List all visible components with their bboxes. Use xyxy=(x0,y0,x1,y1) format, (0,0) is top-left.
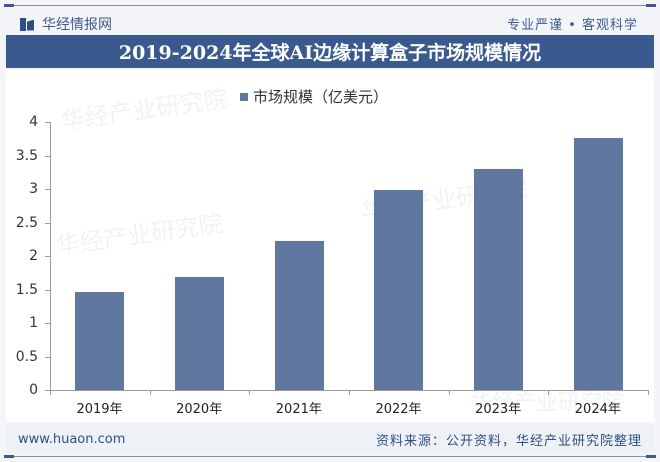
bar-2024年 xyxy=(573,138,623,390)
y-tick-label: 0.5 xyxy=(15,348,38,365)
x-tick-label: 2020年 xyxy=(176,402,223,417)
x-tick-label: 2022年 xyxy=(375,402,422,417)
legend-label: 市场规模（亿美元） xyxy=(253,88,389,106)
bottom-right-mark xyxy=(646,455,656,458)
bar-2022年 xyxy=(374,190,424,390)
x-tick xyxy=(349,390,350,395)
footer-source: 资料来源：公开资料，华经产业研究院整理 xyxy=(375,433,642,449)
bar-2023年 xyxy=(474,168,523,390)
footer-url[interactable]: www.huaon.com xyxy=(18,431,126,447)
brand-logo-icon xyxy=(20,17,34,31)
bar-2019年 xyxy=(75,291,125,390)
x-tick-label: 2021年 xyxy=(275,402,322,417)
bottom-rule xyxy=(6,456,654,457)
bar-2021年 xyxy=(274,240,324,390)
y-tick xyxy=(45,122,50,123)
chart-title: 2019-2024年全球AI边缘计算盒子市场规模情况 xyxy=(118,42,542,64)
x-tick xyxy=(448,390,450,395)
chart-title-bar: 2019-2024年全球AI边缘计算盒子市场规模情况 xyxy=(6,35,654,68)
y-tick-label: 1.5 xyxy=(15,281,38,298)
bar-2020年 xyxy=(175,277,224,390)
y-tick-label: 4 xyxy=(29,114,38,130)
y-tick-label: 2.5 xyxy=(15,214,38,231)
x-tick xyxy=(648,390,649,395)
x-tick xyxy=(149,390,151,395)
y-axis xyxy=(50,122,51,391)
y-tick xyxy=(45,323,50,324)
chart-legend: 市场规模（亿美元） xyxy=(240,86,388,107)
brand-name: 华经情报网 xyxy=(42,17,112,33)
y-tick xyxy=(45,289,50,291)
x-tick-label: 2024年 xyxy=(574,402,621,417)
y-tick-label: 0 xyxy=(29,382,38,398)
top-left-mark xyxy=(4,4,14,7)
top-right-mark xyxy=(646,4,656,7)
y-tick xyxy=(45,390,50,391)
y-tick-label: 1 xyxy=(29,315,38,331)
x-tick-label: 2019年 xyxy=(76,402,123,417)
slogan: 专业严谨 • 客观科学 xyxy=(507,18,638,33)
y-tick-label: 2 xyxy=(29,248,38,264)
x-tick xyxy=(50,390,51,395)
x-tick-label: 2023年 xyxy=(475,402,522,417)
legend-swatch-icon xyxy=(240,92,248,101)
y-tick xyxy=(45,155,50,157)
y-tick xyxy=(45,189,50,190)
y-tick-label: 3 xyxy=(29,181,38,197)
bottom-left-mark xyxy=(4,455,14,458)
y-tick xyxy=(45,256,50,257)
top-rule xyxy=(6,5,654,6)
x-tick xyxy=(249,390,251,395)
y-tick xyxy=(45,356,50,358)
x-tick xyxy=(548,390,550,395)
y-tick-label: 3.5 xyxy=(15,147,38,164)
footer: www.huaon.com 资料来源：公开资料，华经产业研究院整理 xyxy=(6,425,654,453)
brand: 华经情报网 xyxy=(20,14,112,34)
y-tick xyxy=(45,222,50,224)
